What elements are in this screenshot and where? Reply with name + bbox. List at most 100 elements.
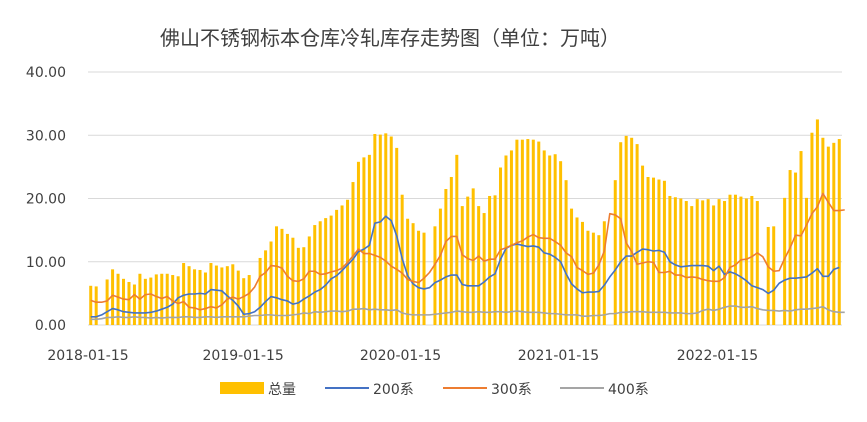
bar-total: [504, 155, 508, 325]
bar-total: [804, 197, 808, 325]
bar-total: [160, 273, 164, 325]
bar-total: [657, 179, 661, 325]
bar-total: [258, 257, 262, 325]
bar-total: [318, 221, 322, 325]
bar-total: [482, 213, 486, 325]
bar-total: [94, 286, 98, 325]
bar-total: [242, 278, 246, 325]
legend: 总量 200系 300系 400系: [220, 382, 649, 398]
gridlines: [88, 71, 842, 326]
bar-total: [89, 285, 93, 325]
bar-total: [356, 161, 360, 325]
bar-total: [630, 137, 634, 325]
bar-total: [203, 272, 207, 325]
bar-total: [624, 135, 628, 325]
bar-total: [384, 133, 388, 325]
bar-total: [673, 197, 677, 325]
legend-item: 200系: [325, 382, 414, 398]
chart-title: 佛山不锈钢标本仓库冷轧库存走势图（单位：万吨）: [160, 26, 620, 50]
bar-total: [832, 142, 836, 325]
bar-total: [214, 265, 218, 325]
bar-total: [641, 165, 645, 325]
bar-total: [575, 217, 579, 325]
bar-total: [105, 279, 109, 325]
bar-total: [373, 133, 377, 325]
bar-total: [559, 161, 563, 325]
bar-total: [378, 134, 382, 325]
bar-total: [280, 228, 284, 325]
bar-total: [127, 281, 131, 325]
x-tick-label: 2021-01-15: [518, 348, 599, 364]
bar-total: [143, 278, 147, 325]
bar-total: [810, 132, 814, 325]
bar-total: [285, 233, 289, 325]
bar-total: [733, 194, 737, 325]
x-tick-label: 2022-01-15: [677, 348, 758, 364]
bar-total: [526, 139, 530, 325]
bar-total: [597, 235, 601, 325]
bar-total: [619, 142, 623, 325]
bar-total: [520, 139, 524, 325]
bar-total: [351, 182, 355, 325]
bar-total: [471, 188, 475, 325]
bar-total: [236, 270, 240, 325]
bar-total: [548, 155, 552, 325]
bar-total: [176, 276, 180, 325]
bar-total: [794, 172, 798, 325]
bar-total: [324, 218, 328, 325]
legend-item: 300系: [443, 382, 532, 398]
bar-total: [307, 236, 311, 325]
bar-total: [231, 264, 235, 325]
bar-total: [531, 139, 535, 325]
legend-swatch: [220, 382, 264, 394]
bar-total: [515, 139, 519, 325]
bar-total: [411, 223, 415, 325]
bar-total: [591, 232, 595, 325]
bar-total: [220, 267, 224, 325]
line-series-400系: [90, 305, 845, 321]
bar-total: [580, 221, 584, 325]
y-tick-label: 10.00: [26, 255, 66, 271]
legend-label: 200系: [373, 382, 414, 398]
bar-total: [477, 206, 481, 325]
bar-total: [193, 269, 197, 325]
bar-total: [509, 150, 513, 325]
bar-total: [296, 247, 300, 325]
bar-total: [149, 277, 153, 325]
bar-total: [389, 136, 393, 325]
bar-total: [313, 225, 317, 325]
bar-total: [111, 269, 115, 325]
bar-total: [723, 201, 727, 325]
line-series-200系: [90, 215, 840, 318]
bar-total: [772, 226, 776, 325]
bar-total: [165, 273, 169, 325]
bar-total: [362, 157, 366, 325]
bar-total: [367, 154, 371, 325]
legend-item: 400系: [560, 382, 649, 398]
bar-total: [302, 247, 306, 325]
bar-total: [679, 198, 683, 325]
bar-total: [488, 195, 492, 325]
series-lines: [90, 192, 845, 321]
bar-total: [116, 273, 120, 325]
y-tick-label: 30.00: [26, 128, 66, 144]
y-axis-ticks: 0.00 10.00 20.00 30.00 40.00: [26, 65, 66, 334]
bar-total: [717, 199, 721, 325]
bar-total: [329, 215, 333, 325]
bar-total: [701, 200, 705, 325]
x-tick-label: 2020-01-15: [360, 348, 441, 364]
bar-total: [613, 180, 617, 325]
legend-item: 总量: [220, 382, 296, 398]
bar-total: [755, 201, 759, 325]
bar-total: [706, 199, 710, 325]
bar-total: [335, 209, 339, 325]
bar-total: [444, 189, 448, 325]
bar-total: [602, 221, 606, 325]
y-tick-label: 0.00: [35, 318, 66, 334]
bar-total: [815, 119, 819, 325]
bar-total: [499, 167, 503, 325]
legend-label: 300系: [491, 382, 532, 398]
bar-total: [438, 208, 442, 325]
bar-total: [695, 199, 699, 325]
